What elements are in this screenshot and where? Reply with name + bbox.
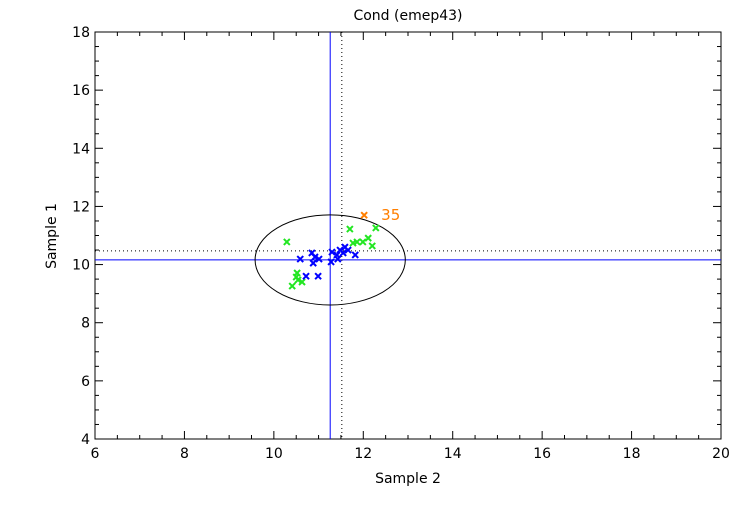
x-tick-label: 14 — [444, 446, 462, 462]
data-point-green — [368, 242, 376, 250]
data-point-green — [349, 239, 357, 247]
x-axis-label: Sample 2 — [375, 471, 441, 487]
data-point-green — [372, 224, 380, 232]
x-tick-label: 6 — [91, 446, 100, 462]
y-tick-label: 8 — [81, 316, 90, 332]
x-tick-label: 10 — [265, 446, 283, 462]
plot-frame — [94, 31, 722, 440]
y-axis-label: Sample 1 — [44, 203, 60, 269]
x-tick-label: 18 — [623, 446, 641, 462]
x-tick-label: 8 — [180, 446, 189, 462]
data-point-green — [346, 225, 354, 233]
y-tick-label: 4 — [81, 432, 90, 448]
confidence-ellipse — [254, 214, 406, 306]
data-point-blue — [314, 272, 322, 280]
y-tick-label: 6 — [81, 374, 90, 390]
x-tick-label: 12 — [354, 446, 372, 462]
data-point-green — [364, 234, 372, 242]
data-point-green — [292, 273, 300, 281]
data-point-blue — [327, 258, 335, 266]
y-tick-label: 16 — [72, 83, 90, 99]
x-tick-label: 16 — [533, 446, 551, 462]
data-point-blue — [328, 248, 336, 256]
data-point-green — [283, 238, 291, 246]
data-point-blue — [351, 251, 359, 259]
y-tick-label: 10 — [72, 258, 90, 274]
y-tick-label: 14 — [72, 141, 90, 157]
data-point-outlier — [360, 211, 368, 219]
chart-title: Cond (emep43) — [353, 8, 462, 24]
data-point-green — [359, 238, 367, 246]
data-point-blue — [311, 253, 319, 261]
data-point-blue — [309, 259, 317, 267]
x-tick-label: 20 — [712, 446, 730, 462]
data-point-green — [288, 282, 296, 290]
data-point-blue — [339, 249, 347, 257]
y-tick-label: 18 — [72, 25, 90, 41]
data-point-blue — [296, 255, 304, 263]
data-point-blue — [334, 255, 342, 263]
data-point-blue — [302, 272, 310, 280]
data-point-blue — [315, 255, 323, 263]
y-tick-label: 12 — [72, 199, 90, 215]
data-point-blue — [344, 246, 352, 254]
data-point-green — [298, 278, 306, 286]
point-label: 35 — [381, 206, 400, 224]
